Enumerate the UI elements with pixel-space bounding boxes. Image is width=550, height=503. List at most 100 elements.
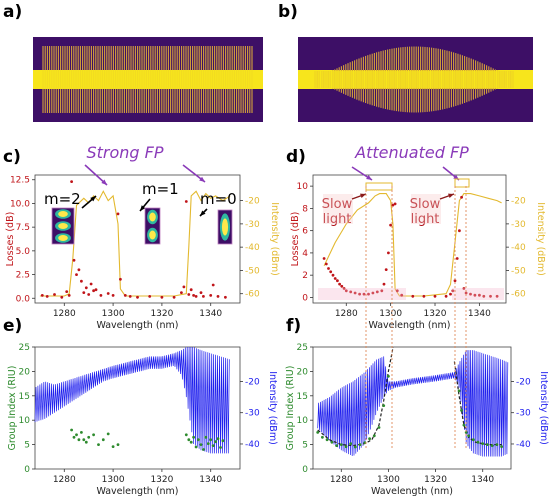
xtick-label-f-2: 1320 — [424, 475, 447, 485]
point-d-1-44 — [495, 294, 499, 298]
point-c-1-20 — [116, 212, 120, 216]
point-c-1-0 — [40, 294, 44, 297]
point-d-1-35 — [458, 229, 461, 233]
point-c-1-37 — [209, 294, 213, 297]
point-e-1-14 — [184, 433, 188, 437]
point-e-1-12 — [111, 445, 115, 448]
point-d-1-19 — [382, 282, 386, 286]
ylabel-d: Losses (dB) — [290, 212, 301, 267]
point-e-1-23 — [206, 442, 210, 445]
point-f-3-26 — [495, 443, 499, 446]
point-c-1-5 — [67, 294, 71, 297]
point-d-1-8 — [340, 284, 344, 288]
point-e-1-20 — [199, 443, 203, 446]
point-c-1-9 — [77, 268, 81, 272]
point-c-1-15 — [92, 289, 95, 293]
point-c-1-8 — [75, 273, 78, 276]
ylabel-e: Group Index (RIU) — [7, 366, 18, 451]
point-c-1-19 — [111, 294, 115, 297]
mode-image-m1-lobe-inner — [149, 230, 156, 240]
xtick-label-e-1: 1300 — [102, 475, 125, 485]
ylabel-f: Group Index (RIU) — [285, 366, 296, 451]
point-d-1-9 — [342, 287, 346, 290]
point-e-1-2 — [75, 433, 78, 437]
arrow-m0-head — [200, 210, 206, 216]
ylabel-c: Losses (dB) — [5, 212, 16, 267]
point-e-1-29 — [221, 439, 225, 443]
point-c-1-29 — [182, 285, 186, 289]
slow-light-label-1-line2: light — [323, 212, 352, 227]
mode-label-m0: m=0 — [200, 190, 237, 208]
point-f-3-14 — [382, 404, 386, 407]
point-c-1-4 — [65, 290, 69, 293]
y2tick-label-c-1: -50 — [245, 266, 260, 276]
point-e-1-16 — [189, 440, 193, 444]
xtick-label-c-0: 1280 — [53, 309, 76, 319]
y2tick-label-f-1: -30 — [516, 409, 531, 419]
point-c-1-12 — [84, 286, 88, 290]
point-e-1-7 — [87, 435, 91, 439]
ytick-label-f-3: 15 — [297, 392, 308, 402]
point-d-1-5 — [333, 277, 337, 280]
point-f-3-4 — [335, 444, 338, 447]
series-c-0 — [39, 190, 231, 297]
point-f-3-2 — [325, 438, 329, 442]
panel-label-b: b) — [278, 2, 298, 22]
y2label-e: Intensity (dBm) — [267, 371, 278, 445]
point-f-3-23 — [481, 442, 485, 445]
point-d-1-39 — [469, 292, 472, 296]
point-c-1-27 — [172, 295, 176, 299]
mode-image-m2-lobe-inner — [58, 223, 68, 229]
ytick-label-e-3: 15 — [19, 392, 30, 402]
point-f-3-25 — [490, 444, 494, 447]
point-c-1-32 — [189, 288, 193, 292]
mode-image-m2-lobe-inner — [58, 211, 68, 217]
point-d-1-0 — [322, 257, 326, 260]
point-d-1-4 — [331, 273, 335, 277]
y2tick-label-d-1: -50 — [511, 266, 526, 276]
ytick-label-f-5: 25 — [297, 343, 308, 353]
point-d-1-18 — [380, 289, 384, 293]
point-f-3-12 — [372, 434, 376, 438]
ytick-label-e-0: 0 — [24, 465, 30, 475]
point-c-1-10 — [80, 279, 83, 283]
point-d-1-37 — [462, 287, 466, 290]
slow-light-label-1: Slow light — [322, 197, 353, 227]
point-d-1-36 — [460, 195, 463, 199]
point-f-3-3 — [330, 440, 334, 444]
point-e-1-5 — [82, 438, 86, 442]
point-d-1-30 — [444, 294, 448, 298]
point-e-1-15 — [187, 438, 191, 442]
point-d-1-6 — [336, 279, 339, 283]
point-d-1-14 — [362, 292, 366, 296]
point-f-3-0 — [316, 431, 320, 434]
ytick-label-e-5: 25 — [19, 343, 30, 353]
point-f-3-5 — [339, 443, 343, 446]
point-c-1-13 — [87, 293, 91, 296]
xlabel-d: Wavelength (nm) — [368, 320, 450, 331]
point-e-1-22 — [204, 435, 208, 439]
point-e-1-6 — [84, 440, 88, 444]
xtick-label-f-1: 1300 — [377, 475, 400, 485]
point-c-1-14 — [89, 282, 93, 286]
core-a — [40, 70, 256, 89]
point-c-1-24 — [136, 295, 139, 299]
y2tick-label-d-4: -20 — [511, 197, 526, 207]
y2label-d: Intensity (dBm) — [535, 202, 546, 276]
ytick-label-d-4: 8 — [302, 204, 308, 214]
xlabel-f: Wavelength (nm) — [371, 486, 453, 497]
y2tick-label-d-3: -30 — [511, 220, 526, 230]
point-f-3-6 — [344, 445, 348, 448]
point-f-3-18 — [462, 423, 466, 427]
point-c-1-7 — [72, 258, 76, 262]
point-f-3-27 — [500, 445, 503, 448]
panel-label-a: a) — [3, 2, 23, 22]
xtick-label-e-3: 1340 — [199, 475, 222, 485]
point-f-3-9 — [358, 443, 362, 446]
point-c-1-21 — [119, 277, 122, 281]
mode-image-m2-lobe-inner — [58, 235, 68, 241]
point-c-1-2 — [53, 293, 56, 296]
point-c-1-35 — [199, 291, 203, 294]
ytick-label-c-4: 10.0 — [10, 199, 30, 209]
